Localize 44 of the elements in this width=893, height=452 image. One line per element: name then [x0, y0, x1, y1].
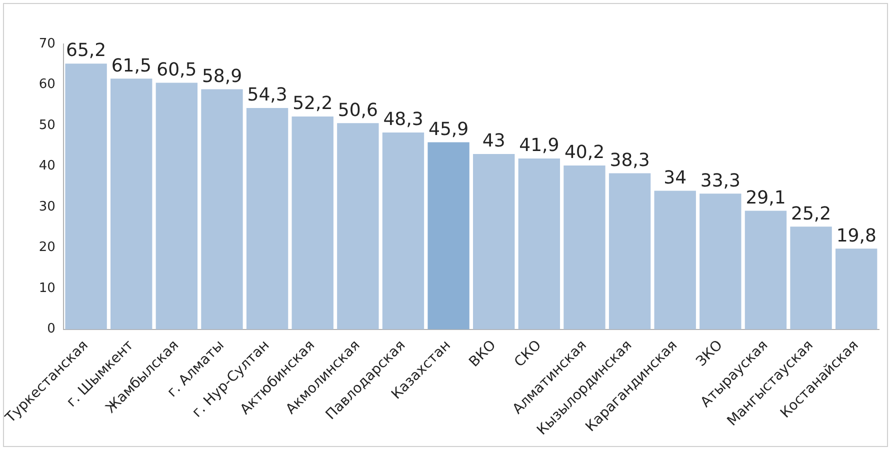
bar	[337, 123, 379, 330]
data-label: 48,3	[383, 109, 424, 130]
bar	[428, 142, 470, 330]
data-label: 65,2	[66, 40, 106, 62]
y-tick-label: 10	[38, 280, 56, 296]
data-label: 25,2	[790, 203, 832, 224]
data-label: 33,3	[700, 170, 740, 192]
data-label: 19,8	[836, 225, 876, 246]
bar	[608, 173, 651, 330]
y-tick-label: 20	[38, 240, 56, 256]
y-tick-label: 70	[38, 36, 56, 52]
bar	[700, 194, 742, 330]
y-tick-label: 50	[38, 118, 56, 133]
bar	[654, 190, 696, 330]
data-label: 34	[664, 167, 687, 188]
y-tick-label: 30	[38, 199, 56, 214]
y-tick-label: 40	[38, 158, 56, 174]
y-tick-label: 60	[38, 77, 56, 92]
data-label: 58,9	[202, 66, 242, 87]
bar	[473, 154, 515, 330]
data-label: 54,3	[247, 84, 288, 106]
data-label: 41,9	[519, 135, 560, 156]
bar	[246, 108, 288, 330]
bar	[110, 78, 152, 330]
data-label: 60,5	[156, 59, 197, 80]
bar	[65, 64, 107, 330]
bar	[836, 248, 878, 330]
data-label: 50,6	[338, 100, 378, 121]
data-label: 40,2	[564, 142, 605, 164]
data-label: 61,5	[111, 55, 152, 76]
bar	[382, 132, 424, 330]
data-label: 29,1	[746, 187, 786, 208]
data-label: 43	[482, 130, 506, 152]
bar	[564, 165, 606, 330]
bar	[201, 89, 243, 330]
bar	[292, 116, 334, 330]
bar	[790, 226, 832, 330]
y-tick-label: 0	[47, 322, 56, 337]
data-label: 52,2	[292, 93, 333, 114]
bar	[744, 210, 787, 330]
bar	[518, 158, 560, 330]
bar	[156, 82, 198, 330]
data-label: 38,3	[610, 150, 650, 171]
data-label: 45,9	[428, 118, 469, 140]
